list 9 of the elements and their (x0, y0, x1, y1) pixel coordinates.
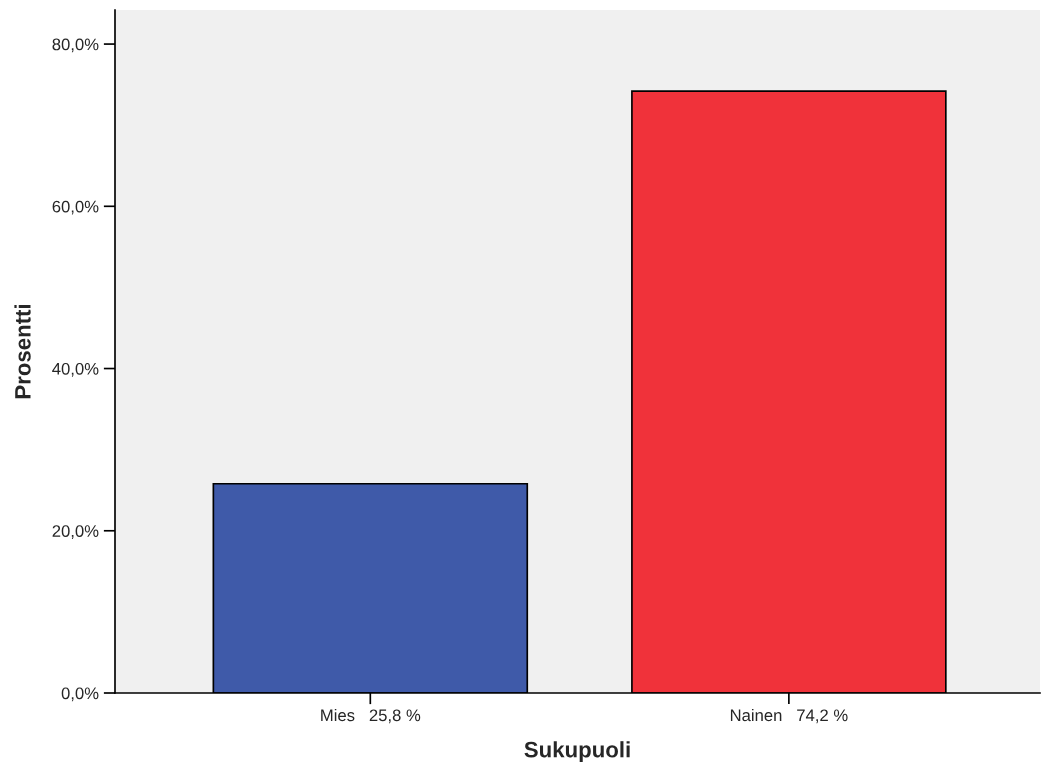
y-axis-title: Prosentti (14, 304, 31, 399)
x-tick-label: Mies 25,8 % (321, 708, 421, 724)
y-tick-label: 0,0% (61, 687, 99, 702)
y-tick-label: 80,0% (52, 38, 99, 53)
y-tick-label: 20,0% (52, 525, 99, 539)
x-axis-title: Sukupuoli (524, 741, 630, 762)
y-tick-label: 60,0% (52, 200, 99, 215)
x-tick-label: Nainen 74,2 % (730, 708, 848, 724)
y-tick-label: 40,0% (52, 362, 99, 377)
